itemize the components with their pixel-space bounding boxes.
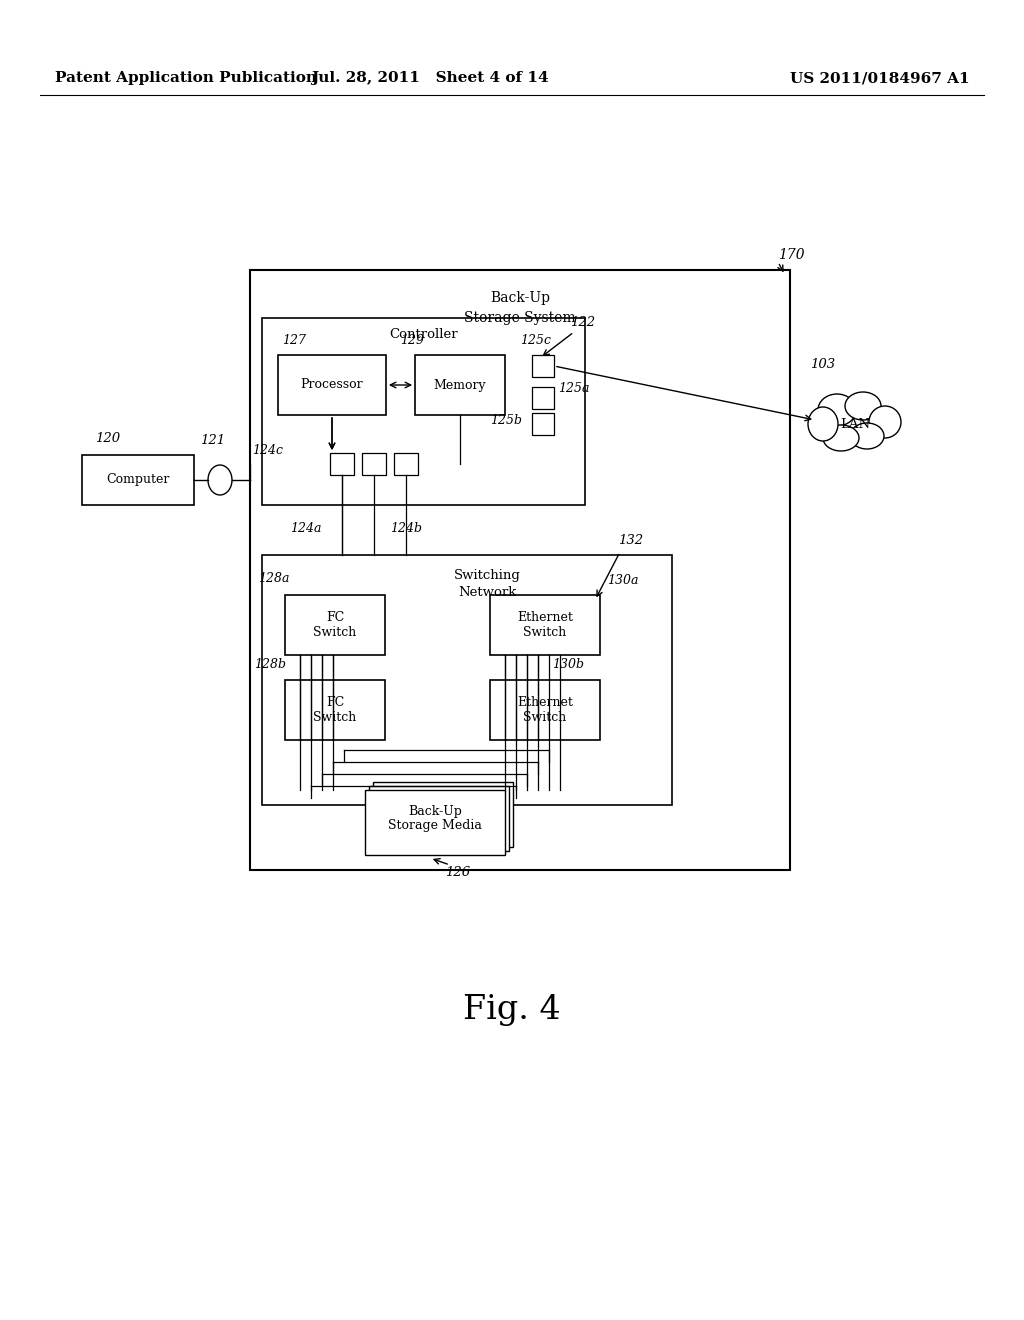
Ellipse shape bbox=[808, 407, 838, 441]
Bar bbox=[278, 355, 386, 414]
Bar bbox=[285, 595, 385, 655]
Text: Memory: Memory bbox=[434, 379, 486, 392]
Ellipse shape bbox=[850, 422, 884, 449]
Bar bbox=[532, 355, 554, 378]
Bar bbox=[532, 413, 554, 436]
Text: Jul. 28, 2011   Sheet 4 of 14: Jul. 28, 2011 Sheet 4 of 14 bbox=[311, 71, 549, 84]
Text: 125a: 125a bbox=[558, 381, 590, 395]
Ellipse shape bbox=[818, 393, 856, 426]
Text: 170: 170 bbox=[778, 248, 805, 261]
Text: 121: 121 bbox=[200, 433, 225, 446]
Bar bbox=[369, 785, 509, 851]
Text: Network: Network bbox=[459, 586, 517, 599]
Bar bbox=[373, 781, 513, 847]
Text: US 2011/0184967 A1: US 2011/0184967 A1 bbox=[791, 71, 970, 84]
Text: 120: 120 bbox=[95, 432, 120, 445]
Text: Ethernet
Switch: Ethernet Switch bbox=[517, 611, 573, 639]
Text: 129: 129 bbox=[400, 334, 424, 346]
Bar bbox=[415, 355, 505, 414]
Bar bbox=[250, 271, 790, 870]
Text: 124c: 124c bbox=[252, 444, 283, 457]
Bar bbox=[394, 453, 418, 475]
Text: 130b: 130b bbox=[552, 659, 584, 672]
Bar bbox=[490, 595, 600, 655]
Ellipse shape bbox=[208, 465, 232, 495]
Bar bbox=[365, 789, 505, 855]
Ellipse shape bbox=[845, 392, 881, 420]
Text: LAN: LAN bbox=[840, 417, 870, 430]
Text: Back-Up: Back-Up bbox=[490, 290, 550, 305]
Text: FC
Switch: FC Switch bbox=[313, 696, 356, 723]
Text: 128a: 128a bbox=[258, 572, 290, 585]
Bar bbox=[330, 453, 354, 475]
Text: 126: 126 bbox=[445, 866, 470, 879]
Text: Computer: Computer bbox=[106, 474, 170, 487]
Text: 124b: 124b bbox=[390, 521, 422, 535]
Bar bbox=[262, 554, 672, 805]
Bar bbox=[362, 453, 386, 475]
Bar bbox=[490, 680, 600, 741]
Text: Controller: Controller bbox=[389, 327, 458, 341]
Text: 130a: 130a bbox=[607, 573, 639, 586]
Text: 103: 103 bbox=[810, 359, 836, 371]
Text: Fig. 4: Fig. 4 bbox=[463, 994, 561, 1026]
Text: 128b: 128b bbox=[254, 659, 286, 672]
Text: Back-Up
Storage Media: Back-Up Storage Media bbox=[388, 804, 482, 833]
Bar bbox=[285, 680, 385, 741]
Text: Patent Application Publication: Patent Application Publication bbox=[55, 71, 317, 84]
Text: Ethernet
Switch: Ethernet Switch bbox=[517, 696, 573, 723]
Text: 122: 122 bbox=[570, 315, 595, 329]
Bar bbox=[532, 387, 554, 409]
Text: Switching: Switching bbox=[454, 569, 521, 582]
Bar bbox=[82, 455, 194, 506]
Text: FC
Switch: FC Switch bbox=[313, 611, 356, 639]
Text: 124a: 124a bbox=[290, 521, 322, 535]
Text: Storage System: Storage System bbox=[464, 312, 575, 325]
Text: Processor: Processor bbox=[301, 379, 364, 392]
Bar bbox=[262, 318, 585, 506]
Ellipse shape bbox=[869, 407, 901, 438]
Text: 132: 132 bbox=[618, 533, 643, 546]
Text: 127: 127 bbox=[282, 334, 306, 346]
Ellipse shape bbox=[823, 425, 859, 451]
Text: 125b: 125b bbox=[490, 413, 522, 426]
Text: 125c: 125c bbox=[520, 334, 551, 346]
